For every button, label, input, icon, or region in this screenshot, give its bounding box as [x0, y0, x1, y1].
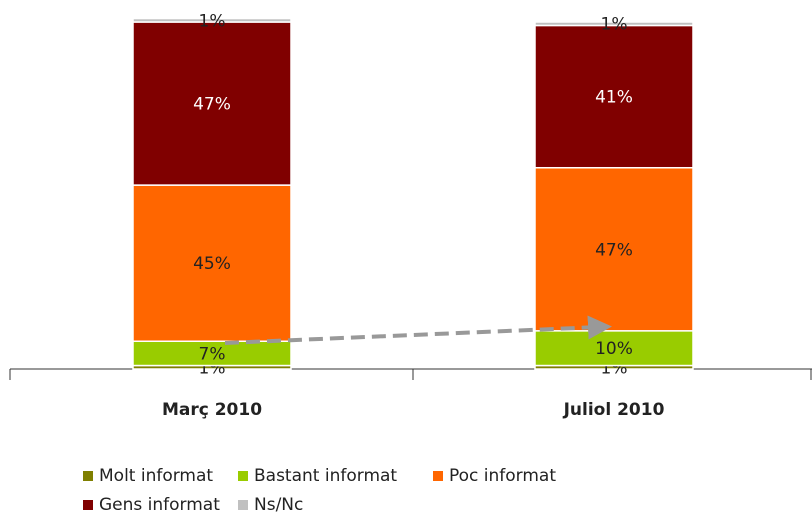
x-tick-label: Juliol 2010 — [563, 400, 665, 420]
bar-segment — [132, 17, 292, 23]
data-label: 45% — [193, 254, 231, 274]
legend-label: Ns/Nc — [254, 495, 303, 515]
bar-segment — [132, 184, 292, 342]
data-label: 47% — [193, 95, 231, 115]
data-label: 7% — [199, 344, 226, 364]
bar-segment — [534, 330, 694, 367]
bar-segment — [132, 21, 292, 186]
legend-swatch — [83, 471, 93, 481]
data-label: 47% — [595, 240, 633, 260]
bar-segment — [534, 166, 694, 332]
data-label: 10% — [595, 339, 633, 359]
data-label: 1% — [199, 11, 226, 31]
legend-label: Bastant informat — [254, 466, 397, 486]
legend-swatch — [238, 500, 248, 510]
x-tick-label: Març 2010 — [162, 400, 262, 420]
legend-swatch — [238, 471, 248, 481]
legend-label: Poc informat — [449, 466, 556, 486]
legend-label: Gens informat — [99, 495, 220, 515]
legend-swatch — [83, 500, 93, 510]
legend-swatch — [433, 471, 443, 481]
data-label: 41% — [595, 88, 633, 108]
bar-segment — [534, 21, 694, 27]
data-label: 1% — [601, 15, 628, 35]
legend-label: Molt informat — [99, 466, 213, 486]
